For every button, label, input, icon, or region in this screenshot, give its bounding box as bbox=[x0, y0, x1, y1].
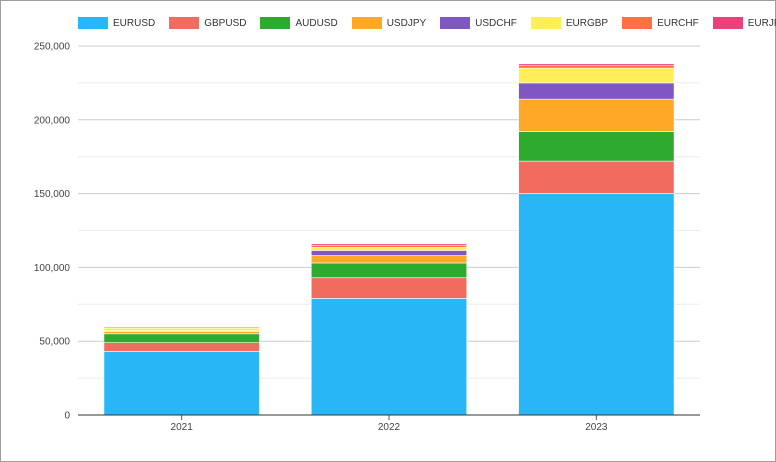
legend-label: EURJPY bbox=[747, 17, 776, 29]
y-tick-label: 250,000 bbox=[34, 42, 71, 53]
legend-swatch bbox=[351, 17, 382, 29]
bar-segment-usdjpy-2023[interactable] bbox=[518, 98, 675, 132]
bar-segment-eurchf-2022[interactable] bbox=[310, 244, 468, 248]
bar-segment-eurusd-2023[interactable] bbox=[518, 193, 675, 416]
bar-segment-usdjpy-2021[interactable] bbox=[103, 331, 260, 335]
legend-swatch bbox=[260, 17, 291, 29]
bar-segment-gbpusd-2021[interactable] bbox=[103, 342, 260, 352]
bar-segment-eurjpy-2021[interactable] bbox=[103, 326, 260, 328]
bar-segment-eurjpy-2022[interactable] bbox=[310, 243, 468, 246]
y-tick-label: 150,000 bbox=[34, 189, 71, 200]
bar-segment-eurgbp-2022[interactable] bbox=[310, 247, 468, 251]
x-tick-label: 2021 bbox=[171, 422, 194, 433]
legend-item-eurjpy[interactable]: EURJPY bbox=[712, 17, 776, 29]
legend-label: EURCHF bbox=[657, 17, 699, 29]
x-tick-label: 2023 bbox=[585, 422, 608, 433]
bar-segment-eurchf-2023[interactable] bbox=[518, 64, 675, 69]
bar-segment-gbpusd-2022[interactable] bbox=[310, 277, 468, 299]
legend-item-eurchf[interactable]: EURCHF bbox=[622, 17, 699, 29]
bar-segment-gbpusd-2023[interactable] bbox=[518, 160, 675, 194]
chart-legend: EURUSD GBPUSD AUDUSD USDJPY USDCHF EURGBP EURC… bbox=[78, 14, 776, 32]
legend-item-eurusd[interactable]: EURUSD bbox=[78, 17, 155, 29]
y-tick-label: 0 bbox=[64, 411, 70, 422]
legend-item-usdjpy[interactable]: USDJPY bbox=[351, 17, 427, 29]
bar-segment-audusd-2021[interactable] bbox=[103, 333, 260, 343]
bar-segment-usdjpy-2022[interactable] bbox=[310, 255, 468, 264]
legend-label: USDJPY bbox=[386, 17, 427, 29]
legend-item-usdchf[interactable]: USDCHF bbox=[440, 17, 517, 29]
legend-label: AUDUSD bbox=[295, 17, 338, 29]
bar-segment-eurusd-2021[interactable] bbox=[103, 351, 260, 416]
y-tick-label: 50,000 bbox=[39, 337, 70, 348]
bar-segment-eurjpy-2023[interactable] bbox=[518, 63, 675, 66]
legend-swatch bbox=[622, 17, 653, 29]
bar-segment-eurusd-2022[interactable] bbox=[310, 298, 468, 416]
legend-swatch bbox=[78, 17, 108, 29]
x-tick-label: 2022 bbox=[378, 422, 401, 433]
legend-swatch bbox=[169, 17, 200, 29]
y-tick-label: 100,000 bbox=[34, 263, 71, 274]
legend-label: EURGBP bbox=[565, 17, 609, 29]
y-tick-label: 200,000 bbox=[34, 115, 71, 126]
bar-segment-eurgbp-2023[interactable] bbox=[518, 67, 675, 84]
bar-segment-audusd-2023[interactable] bbox=[518, 131, 675, 162]
bar-segment-usdchf-2023[interactable] bbox=[518, 82, 675, 100]
legend-swatch bbox=[712, 17, 743, 29]
legend-item-audusd[interactable]: AUDUSD bbox=[260, 17, 338, 29]
legend-label: GBPUSD bbox=[204, 17, 247, 29]
bar-segment-usdchf-2022[interactable] bbox=[310, 250, 468, 256]
legend-label: EURUSD bbox=[113, 17, 156, 29]
bar-segment-audusd-2022[interactable] bbox=[310, 262, 468, 279]
legend-item-gbpusd[interactable]: GBPUSD bbox=[169, 17, 246, 29]
bar-segment-eurgbp-2021[interactable] bbox=[103, 327, 260, 332]
legend-label: USDCHF bbox=[475, 17, 517, 29]
legend-item-eurgbp[interactable]: EURGBP bbox=[530, 17, 609, 29]
legend-swatch bbox=[530, 17, 561, 29]
legend-swatch bbox=[440, 17, 471, 29]
